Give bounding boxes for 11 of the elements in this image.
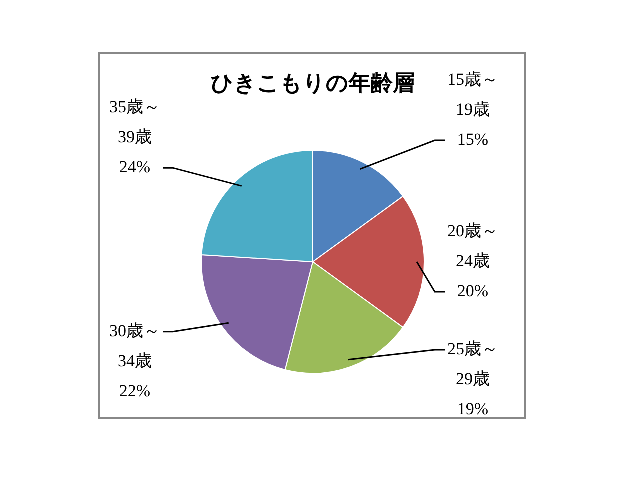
data-label: 20% <box>457 281 489 300</box>
data-label: 19% <box>457 399 489 418</box>
slice-label: 25歳～29歳 <box>448 339 498 388</box>
data-label: 24% <box>119 158 151 177</box>
slice-label: 15歳～19歳 <box>448 70 498 119</box>
data-label: 22% <box>119 381 151 400</box>
slice-label: 35歳～39歳 <box>110 98 160 147</box>
slice-label: 20歳～24歳 <box>448 221 498 270</box>
data-label: 15% <box>457 130 489 149</box>
slice-label: 30歳～34歳 <box>110 321 160 370</box>
chart-title: ひきこもりの年齢層 <box>211 72 415 97</box>
